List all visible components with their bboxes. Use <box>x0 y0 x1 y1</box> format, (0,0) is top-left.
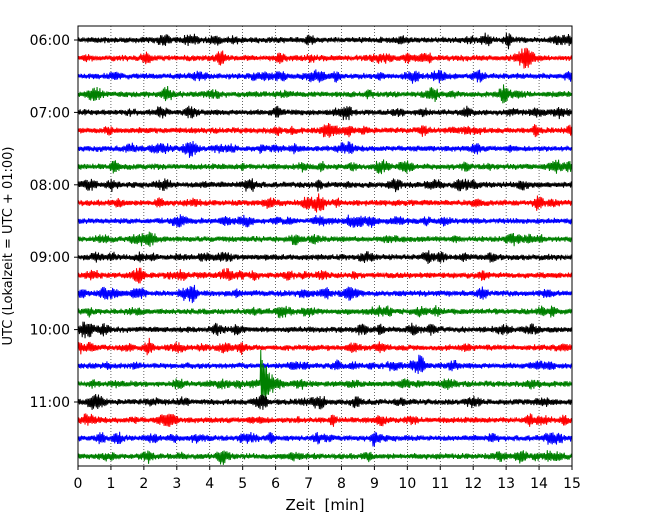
y-tick-label: 11:00 <box>30 395 70 411</box>
seismic-trace <box>77 214 573 228</box>
seismic-trace <box>77 193 573 213</box>
plot-frame <box>77 25 573 467</box>
x-tick-label: 5 <box>238 476 247 492</box>
y-tick-label: 10:00 <box>30 323 70 339</box>
seismic-trace <box>77 178 573 193</box>
seismic-trace <box>77 84 573 104</box>
y-tick-label: 08:00 <box>30 178 70 194</box>
trace-group <box>77 32 573 465</box>
y-tick-label: 06:00 <box>30 33 70 49</box>
x-axis: 0 1 2 3 4 5 6 7 8 9 10 11 12 13 14 15 <box>74 466 581 492</box>
seismic-trace <box>77 267 573 284</box>
seismic-trace <box>77 284 573 304</box>
seismic-trace <box>77 159 573 175</box>
y-tick-label: 07:00 <box>30 105 70 121</box>
x-tick-label: 14 <box>530 476 548 492</box>
x-tick-label: 11 <box>431 476 449 492</box>
seismic-trace <box>77 321 573 339</box>
x-tick-label: 13 <box>497 476 515 492</box>
seismic-trace <box>77 105 573 121</box>
seismic-trace <box>77 394 573 410</box>
x-tick-label: 8 <box>337 476 346 492</box>
seismic-trace <box>77 349 573 406</box>
seismic-trace <box>77 337 573 356</box>
x-tick-label: 4 <box>205 476 214 492</box>
seismic-trace <box>77 354 573 374</box>
x-tick-label: 12 <box>464 476 482 492</box>
grid-lines <box>110 26 540 466</box>
x-tick-label: 7 <box>304 476 313 492</box>
x-axis-label: Zeit [min] <box>285 496 364 514</box>
x-tick-label: 10 <box>398 476 416 492</box>
seismic-trace <box>77 413 573 427</box>
seismic-trace <box>77 69 573 84</box>
seismic-trace <box>77 122 573 138</box>
seismic-trace <box>77 47 573 69</box>
y-axis: 06:00 07:00 08:00 09:00 10:00 11:00 <box>30 33 78 411</box>
seismic-trace <box>77 250 573 264</box>
seismic-trace <box>77 32 573 50</box>
x-tick-label: 1 <box>106 476 115 492</box>
y-axis-label: UTC (Lokalzeit = UTC + 01:00) <box>1 147 16 346</box>
seismic-trace <box>77 305 573 319</box>
x-tick-label: 0 <box>74 476 83 492</box>
seismic-trace <box>77 431 573 447</box>
x-tick-label: 15 <box>563 476 581 492</box>
x-tick-label: 2 <box>139 476 148 492</box>
x-tick-label: 3 <box>172 476 181 492</box>
x-tick-label: 6 <box>271 476 280 492</box>
seismic-trace <box>77 231 573 247</box>
seismic-trace <box>77 450 573 465</box>
x-tick-label: 9 <box>370 476 379 492</box>
seismic-trace <box>77 141 573 158</box>
y-tick-label: 09:00 <box>30 250 70 266</box>
